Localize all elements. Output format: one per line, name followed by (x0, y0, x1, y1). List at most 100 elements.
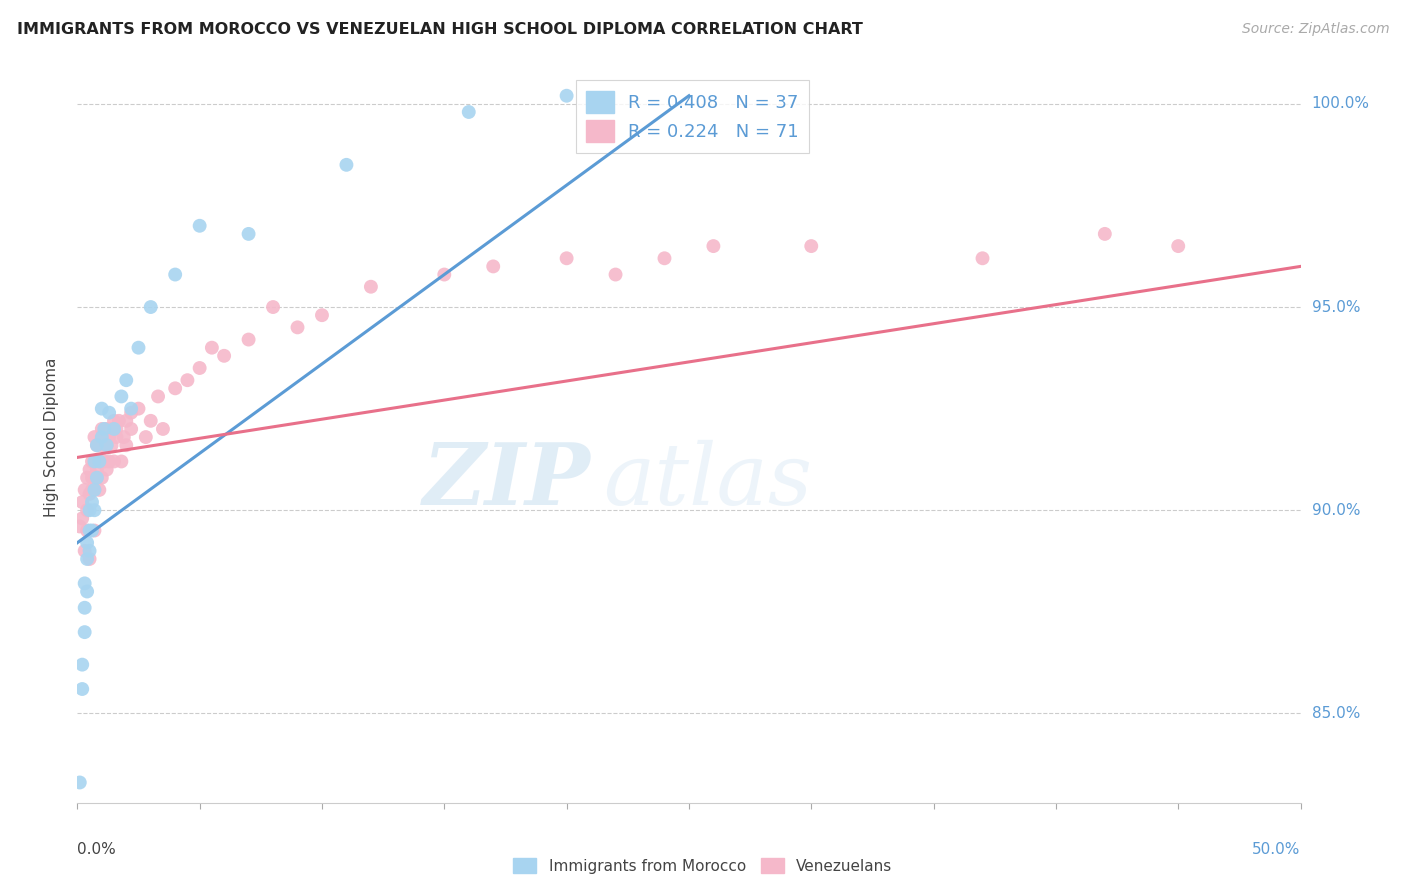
Point (120, 401, 142, 416)
Point (93, 454, 115, 468)
Point (96, 462, 118, 476)
Point (457, 105, 479, 120)
Point (73, 576, 96, 591)
Point (139, 414, 162, 428)
Point (96, 422, 118, 436)
Point (120, 422, 142, 436)
Text: atlas: atlas (603, 440, 813, 523)
Point (83, 454, 105, 468)
Point (79, 524, 101, 538)
Point (70, 495, 93, 509)
Point (89, 483, 111, 497)
Legend: R = 0.408   N = 37, R = 0.224   N = 71: R = 0.408 N = 37, R = 0.224 N = 71 (575, 80, 810, 153)
Point (69, 519, 91, 533)
Point (76, 552, 98, 566)
Point (135, 430, 157, 444)
Point (86, 438, 108, 452)
Point (86, 471, 108, 485)
Point (238, 333, 260, 347)
Text: Source: ZipAtlas.com: Source: ZipAtlas.com (1241, 22, 1389, 37)
Point (90, 401, 112, 416)
Point (238, 227, 260, 241)
Point (73, 544, 96, 558)
Y-axis label: High School Diploma: High School Diploma (44, 358, 59, 516)
Point (165, 268, 187, 282)
Point (90, 422, 112, 436)
Point (90, 430, 112, 444)
Point (555, 252, 578, 266)
Point (127, 341, 149, 355)
Point (800, 239, 823, 253)
Point (335, 158, 357, 172)
Point (188, 219, 211, 233)
Point (90, 438, 112, 452)
Point (115, 414, 138, 428)
Point (70, 681, 93, 696)
Point (115, 373, 138, 387)
Point (98, 406, 121, 420)
Point (165, 381, 187, 395)
Point (79, 487, 101, 501)
Point (83, 483, 105, 497)
Point (70, 511, 93, 525)
Point (90, 471, 112, 485)
Point (89, 454, 111, 468)
Point (73, 600, 96, 615)
Point (70, 657, 93, 672)
Point (79, 552, 101, 566)
Point (76, 503, 98, 517)
Text: IMMIGRANTS FROM MOROCCO VS VENEZUELAN HIGH SCHOOL DIPLOMA CORRELATION CHART: IMMIGRANTS FROM MOROCCO VS VENEZUELAN HI… (17, 22, 863, 37)
Text: 90.0%: 90.0% (1312, 503, 1360, 517)
Point (80, 454, 103, 468)
Point (176, 373, 198, 387)
Point (79, 503, 101, 517)
Text: 0.0%: 0.0% (77, 842, 117, 856)
Point (103, 414, 125, 428)
Point (112, 430, 135, 444)
Point (86, 471, 108, 485)
Point (605, 268, 627, 282)
Point (73, 483, 96, 497)
Point (80, 471, 103, 485)
Point (287, 320, 309, 334)
Point (100, 438, 122, 452)
Point (360, 279, 382, 293)
Point (702, 239, 724, 253)
Point (76, 471, 98, 485)
Point (110, 389, 132, 403)
Text: 50.0%: 50.0% (1253, 842, 1301, 856)
Text: 85.0%: 85.0% (1312, 706, 1360, 721)
Point (98, 454, 121, 468)
Point (79, 462, 101, 476)
Point (1094, 227, 1116, 241)
Point (139, 300, 162, 314)
Point (80, 495, 103, 509)
Point (83, 430, 105, 444)
Text: ZIP: ZIP (423, 439, 591, 523)
Point (96, 438, 118, 452)
Point (972, 252, 994, 266)
Point (76, 524, 98, 538)
Point (93, 422, 115, 436)
Point (108, 414, 131, 428)
Point (105, 422, 128, 436)
Point (86, 462, 108, 476)
Point (86, 438, 108, 452)
Point (262, 300, 284, 314)
Point (79, 544, 101, 558)
Point (105, 430, 128, 444)
Point (83, 454, 105, 468)
Point (69, 775, 91, 789)
Point (110, 454, 132, 468)
Point (152, 422, 174, 436)
Point (212, 349, 235, 363)
Point (98, 430, 121, 444)
Point (127, 401, 149, 416)
Point (76, 584, 98, 599)
Point (555, 88, 578, 103)
Point (100, 422, 122, 436)
Point (654, 252, 676, 266)
Point (1167, 239, 1189, 253)
Point (188, 361, 211, 376)
Point (433, 268, 456, 282)
